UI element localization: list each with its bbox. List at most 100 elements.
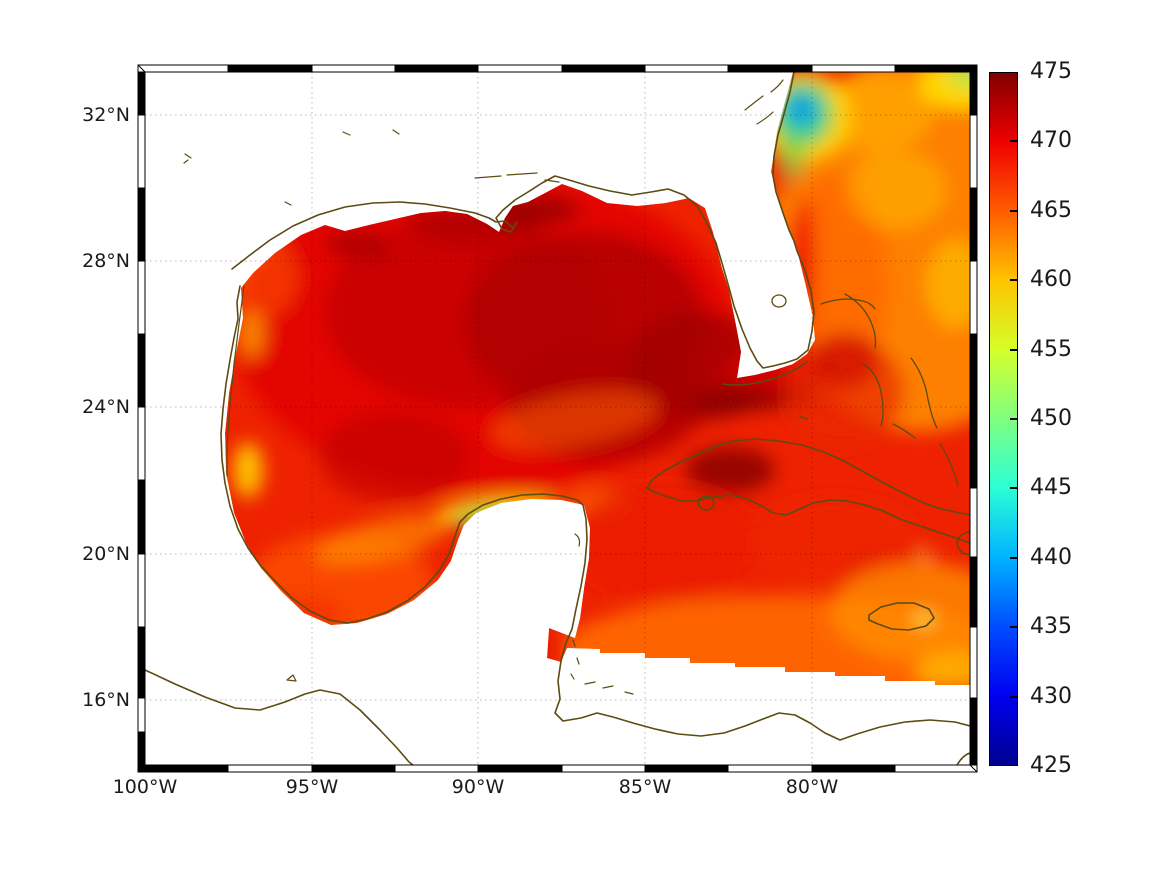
frame-segment — [394, 64, 479, 73]
frame-segment — [227, 64, 313, 73]
frame-segment — [227, 764, 313, 773]
frame-segment — [644, 64, 729, 73]
frame-segment — [894, 764, 978, 773]
colorbar-tick-label: 470 — [1030, 128, 1072, 154]
colorbar-tick — [1010, 695, 1018, 698]
y-tick-label: 24°N — [82, 396, 130, 418]
colorbar-tick-label: 465 — [1030, 197, 1072, 223]
frame-segment — [311, 64, 396, 73]
colorbar-tick-label: 450 — [1030, 406, 1072, 431]
frame-corner-miter — [969, 764, 978, 773]
colorbar-tick — [1010, 556, 1018, 559]
frame-segment — [644, 764, 729, 773]
coastline-pacific-mexico — [145, 669, 414, 765]
frame-segment — [137, 406, 146, 481]
colorbar-tick — [1010, 418, 1018, 420]
frame-segment — [969, 697, 978, 766]
coastline-mexico-central-america — [220, 285, 970, 741]
georgia-sea-islands — [744, 79, 784, 125]
frame-segment — [477, 764, 563, 773]
y-tick-label: 20°N — [82, 543, 130, 565]
frame-segment — [137, 731, 146, 766]
lake-okeechobee — [771, 294, 787, 308]
frame-segment — [969, 626, 978, 699]
frame-segment — [137, 64, 229, 73]
se-cuba-warm-spot — [920, 552, 932, 560]
colorbar-tick-label: 455 — [1030, 336, 1072, 362]
florida-keys-line — [722, 361, 808, 386]
x-tick-label: 100°W — [112, 776, 178, 798]
map-frame — [137, 64, 978, 773]
jamaica-warm-spot — [916, 613, 932, 625]
frame-corner-miter — [969, 64, 978, 73]
cozumel-island — [574, 533, 581, 547]
colorbar-tick — [1010, 279, 1018, 282]
frame-corner-miter — [137, 64, 146, 73]
frame-segment — [137, 626, 146, 699]
honduras-bay-islands — [584, 681, 634, 695]
isla-juventud — [697, 495, 715, 511]
frame-segment — [969, 114, 978, 189]
inland-lakes — [183, 129, 400, 682]
frame-segment — [727, 64, 813, 73]
colorbar-tick-label: 475 — [1030, 59, 1072, 84]
y-tick-label: 28°N — [82, 250, 130, 272]
colorbar-tick — [1010, 140, 1018, 143]
frame-segment — [311, 764, 396, 773]
frame-segment — [727, 764, 813, 773]
colorbar-tick — [1010, 209, 1018, 212]
colorbar-tick-label: 440 — [1030, 544, 1072, 570]
frame-segment — [137, 187, 146, 262]
heatmap-field — [225, 72, 970, 685]
y-tick-label: 32°N — [82, 104, 130, 126]
frame-segment — [969, 487, 978, 558]
frame-segment — [137, 697, 146, 733]
texas-barrier-island — [226, 285, 245, 477]
frame-segment — [561, 64, 646, 73]
frame-segment — [811, 764, 896, 773]
heatmap-blobs — [225, 72, 970, 685]
x-tick-label: 90°W — [451, 776, 505, 798]
y-tick-label: 16°N — [82, 689, 130, 711]
x-tick-label: 95°W — [285, 776, 339, 798]
frame-segment — [969, 333, 978, 489]
coastlines — [145, 72, 970, 765]
frame-segment — [394, 764, 479, 773]
colorbar-tick — [1010, 626, 1018, 629]
colorbar-tick — [1010, 487, 1018, 490]
frame-segment — [477, 64, 563, 73]
frame-segment — [894, 64, 978, 73]
frame-segment — [969, 556, 978, 628]
frame-segment — [969, 187, 978, 262]
graticule-gridlines — [145, 72, 970, 765]
colorbar-tick-label: 430 — [1030, 683, 1072, 709]
coastline-hispaniola-tip — [956, 530, 970, 556]
frame-segment — [811, 64, 896, 73]
coastline-bottom-right — [956, 752, 970, 765]
belize-cays — [570, 639, 580, 680]
mississippi-barrier-islands — [474, 172, 560, 183]
frame-segment — [137, 764, 229, 773]
x-tick-label: 80°W — [785, 776, 839, 798]
coastline-cuba — [646, 438, 970, 544]
frame-segment — [969, 260, 978, 335]
frame-segment — [969, 71, 978, 116]
coastline-jamaica — [868, 602, 935, 631]
frame-segment — [137, 71, 146, 116]
x-tick-label: 85°W — [618, 776, 672, 798]
frame-corner-miter — [137, 764, 146, 773]
frame-segment — [137, 260, 146, 335]
colorbar-tick-label: 435 — [1030, 614, 1072, 640]
map-plot — [137, 64, 978, 773]
colorbar-tick-label: 425 — [1030, 753, 1072, 778]
plot-area — [145, 72, 970, 765]
frame-segment — [137, 479, 146, 555]
frame-segment — [561, 764, 646, 773]
colorbar-tick — [1010, 348, 1018, 351]
coastline-us-gulf-atlantic — [231, 72, 815, 369]
colorbar-tick-label: 460 — [1030, 267, 1072, 293]
colorbar-tick-label: 445 — [1030, 475, 1072, 501]
islands-bahamas — [798, 293, 959, 487]
frame-segment — [137, 333, 146, 408]
